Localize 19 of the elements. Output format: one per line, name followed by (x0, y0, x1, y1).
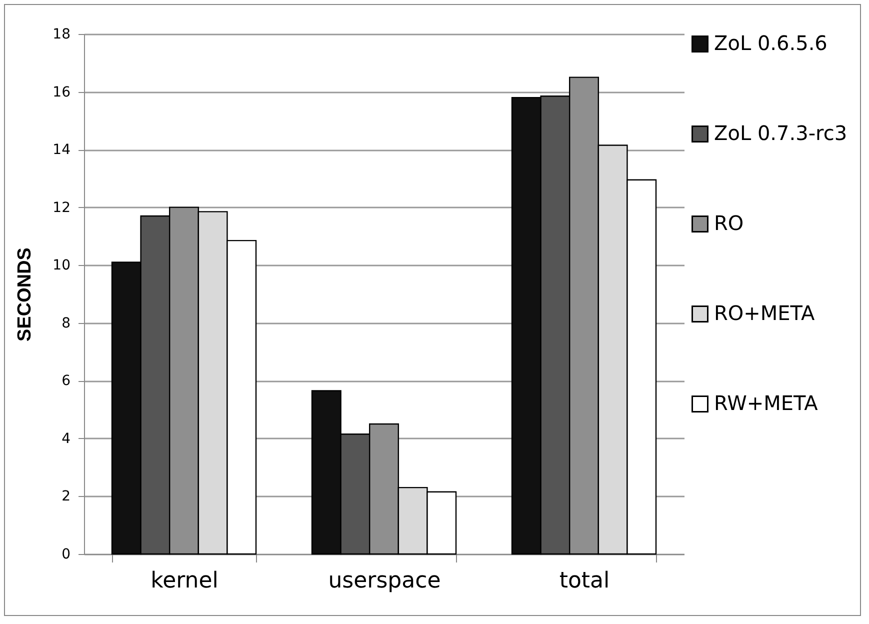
x-tick-label: kernel (150, 568, 218, 594)
y-tick-label: 10 (52, 258, 70, 274)
x-tick-label: total (559, 568, 610, 594)
x-tick-label: userspace (328, 568, 441, 594)
y-tick-label: 16 (52, 84, 71, 100)
y-tick-label: 0 (62, 546, 70, 562)
y-axis-title: SECONDS (14, 248, 36, 342)
y-tick-label: 12 (52, 200, 70, 216)
y-tick-label: 4 (62, 430, 71, 447)
legend-label: RO (714, 211, 744, 235)
y-tick-label: 8 (62, 315, 70, 332)
y-tick-label: 14 (52, 142, 71, 158)
y-tick-label: 2 (62, 488, 70, 505)
legend-label: ZoL 0.6.5.6 (714, 31, 828, 55)
y-tick-label: 6 (62, 373, 71, 390)
legend-label: RW+META (714, 391, 818, 415)
legend-label: RO+META (714, 301, 815, 325)
y-tick-label: 18 (52, 26, 70, 42)
legend-label: ZoL 0.7.3-rc3 (714, 121, 848, 145)
